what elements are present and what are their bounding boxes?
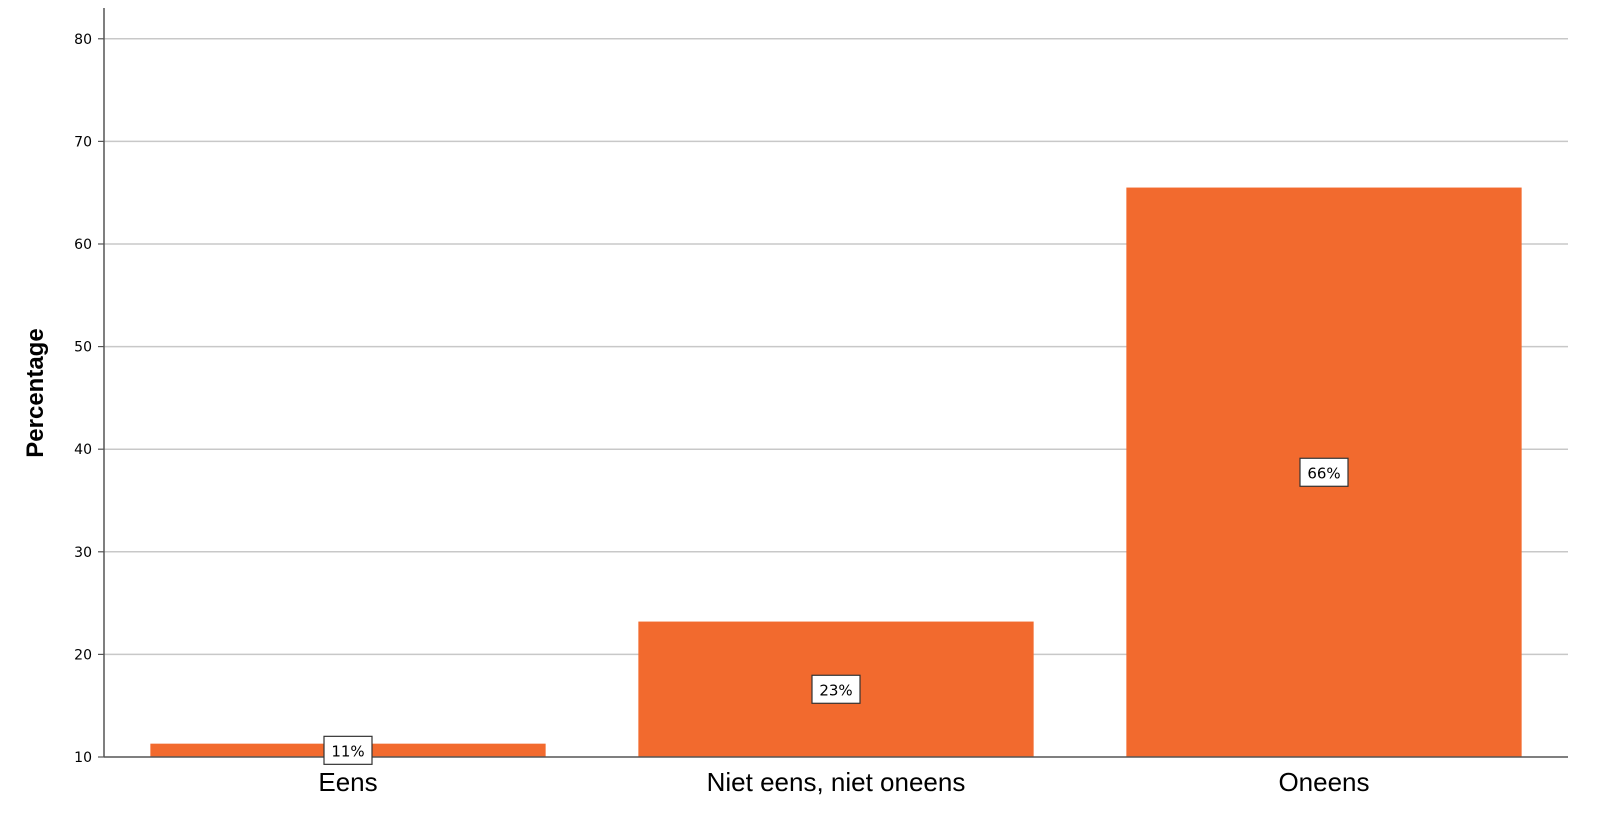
data-label: 23% bbox=[811, 674, 861, 704]
y-tick-label: 40 bbox=[74, 442, 92, 458]
y-tick-label: 10 bbox=[74, 750, 92, 766]
y-axis-title: Percentage bbox=[22, 328, 49, 457]
data-label-box bbox=[811, 674, 861, 704]
x-category-label: Eens bbox=[318, 767, 377, 797]
y-tick-labels: 10 20 30 40 50 60 70 80 bbox=[74, 32, 104, 766]
data-label: 66% bbox=[1299, 457, 1349, 487]
x-category-labels: Eens Niet eens, niet oneens Oneens bbox=[318, 767, 1369, 797]
data-label-box bbox=[323, 735, 373, 765]
y-tick-label: 50 bbox=[74, 340, 92, 356]
x-category-label: Oneens bbox=[1278, 767, 1369, 797]
y-tick-label: 60 bbox=[74, 237, 92, 253]
data-label: 11% bbox=[323, 735, 373, 765]
y-tick-label: 80 bbox=[74, 32, 92, 48]
x-category-label: Niet eens, niet oneens bbox=[707, 767, 966, 797]
y-tick-label: 70 bbox=[74, 134, 92, 150]
data-label-text: 23% bbox=[819, 681, 852, 699]
y-tick-label: 20 bbox=[74, 647, 92, 663]
gridlines bbox=[104, 38, 1568, 656]
data-labels: 11% 23% 66% bbox=[323, 457, 1349, 765]
y-tick-label: 30 bbox=[74, 545, 92, 561]
data-label-box bbox=[1299, 457, 1349, 487]
data-label-text: 11% bbox=[331, 742, 364, 760]
data-label-text: 66% bbox=[1307, 464, 1340, 482]
